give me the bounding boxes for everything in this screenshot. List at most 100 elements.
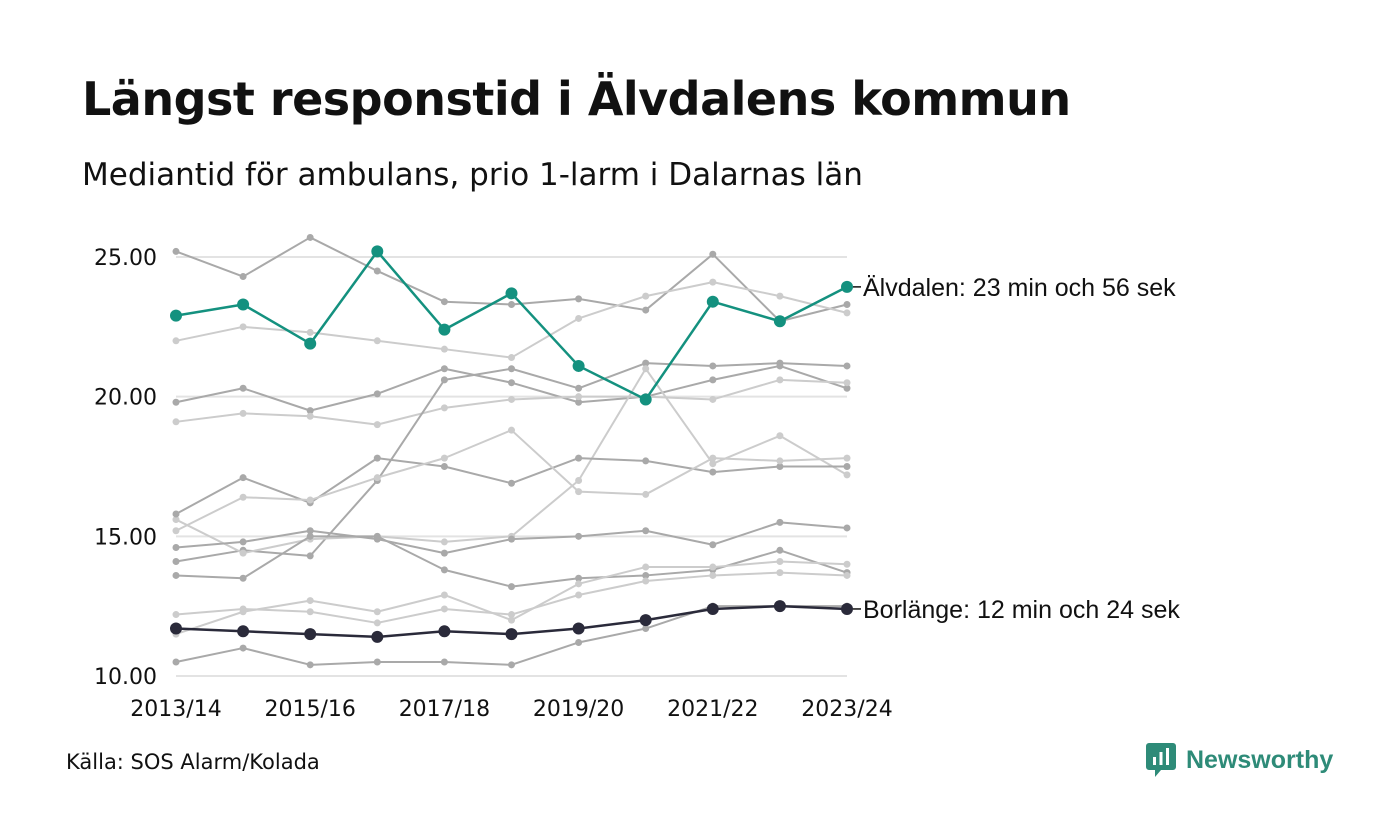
data-point (239, 273, 247, 281)
x-tick-label: 2013/14 (130, 697, 221, 722)
data-point (508, 616, 515, 624)
data-point (642, 563, 650, 571)
series-line (175, 362, 848, 563)
data-point (306, 532, 314, 540)
data-point (371, 630, 384, 643)
background-series (172, 233, 851, 669)
data-point (706, 602, 719, 615)
data-point (709, 454, 717, 462)
highlighted-series (170, 245, 853, 643)
background-series-line (172, 426, 851, 535)
data-point (642, 365, 650, 373)
y-tick-label: 20.00 (94, 386, 157, 411)
data-point (575, 393, 583, 401)
data-point (306, 552, 314, 560)
source-note: Källa: SOS Alarm/Kolada (66, 750, 320, 774)
data-point (843, 560, 851, 568)
data-point (575, 398, 583, 406)
data-point (373, 421, 381, 429)
background-series-line (172, 532, 851, 591)
data-point (642, 306, 650, 314)
data-point (508, 479, 515, 487)
data-point (306, 597, 314, 605)
data-point (440, 298, 448, 306)
data-point (172, 510, 180, 518)
data-point (843, 571, 851, 579)
data-point (306, 407, 314, 415)
data-point (642, 625, 650, 633)
series-end-label: Borlänge: 12 min och 24 sek (863, 596, 1180, 624)
data-point (508, 354, 515, 362)
background-series-line (172, 376, 851, 429)
data-point (709, 571, 717, 579)
data-point (440, 404, 448, 412)
data-point (706, 295, 719, 308)
data-point (575, 488, 583, 496)
data-point (773, 600, 786, 613)
data-point (709, 250, 717, 258)
data-point (373, 608, 381, 616)
series-borlänge (170, 600, 853, 643)
data-point (239, 644, 247, 652)
data-point (776, 463, 784, 470)
data-point (373, 337, 381, 345)
data-point (776, 557, 784, 565)
data-point (776, 432, 784, 440)
x-axis: 2013/14 2015/16 2017/18 2019/20 2021/22 2023/… (130, 697, 892, 722)
brand-logo: Newsworthy (1146, 743, 1333, 777)
series-end-labels: Älvdalen: 23 min och 56 sek Borlänge: 12 … (853, 274, 1180, 624)
data-point (508, 611, 515, 619)
data-point (572, 359, 585, 372)
data-point (709, 563, 717, 571)
background-series-line (172, 233, 851, 325)
data-point (239, 538, 247, 546)
background-series-line (172, 365, 851, 557)
data-point (776, 457, 784, 465)
data-point (172, 247, 180, 255)
background-series-line (172, 359, 851, 565)
data-point (575, 314, 583, 322)
data-point (639, 393, 652, 406)
series-line (175, 364, 848, 412)
data-point (841, 602, 853, 615)
data-point (373, 454, 381, 462)
data-point (440, 365, 448, 373)
data-point (440, 463, 448, 470)
background-series-line (172, 557, 851, 638)
series-line (175, 535, 848, 588)
data-point (440, 566, 448, 574)
data-point (642, 527, 650, 535)
data-point (172, 337, 180, 345)
data-point (306, 608, 314, 616)
data-point (843, 362, 851, 370)
data-point (172, 398, 180, 406)
data-point (373, 390, 381, 398)
data-point (508, 661, 515, 669)
data-point (575, 476, 583, 484)
data-point (440, 658, 448, 666)
series-line (175, 236, 848, 323)
data-point (438, 625, 451, 638)
data-point (239, 474, 247, 482)
data-point (773, 315, 786, 328)
data-point (237, 298, 250, 311)
background-series-line (172, 454, 851, 518)
data-point (373, 474, 381, 482)
data-point (709, 362, 717, 370)
bar-chart-speech-bubble-icon (1146, 743, 1176, 777)
data-point (172, 571, 180, 579)
data-point (239, 574, 247, 582)
data-point (709, 278, 717, 286)
data-point (709, 376, 717, 384)
data-point (776, 292, 784, 300)
series-end-label: Älvdalen: 23 min och 56 sek (863, 274, 1176, 302)
data-point (239, 549, 247, 557)
data-point (172, 516, 180, 524)
chart-subtitle: Mediantid för ambulans, prio 1-larm i Da… (82, 157, 863, 193)
data-point (575, 384, 583, 392)
data-point (843, 471, 851, 479)
data-point (575, 638, 583, 646)
data-point (440, 605, 448, 613)
data-point (440, 454, 448, 462)
data-point (440, 376, 448, 384)
